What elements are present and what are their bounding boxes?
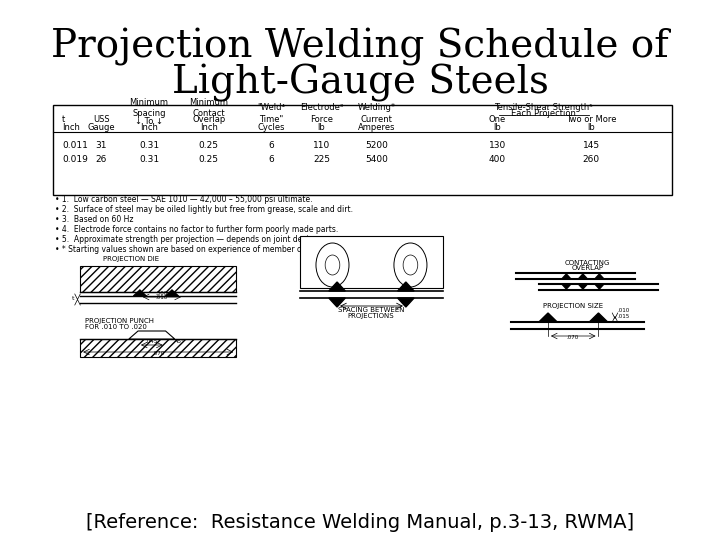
Text: • 1.  Low carbon steel — SAE 1010 — 42,000 – 55,000 psi ultimate.: • 1. Low carbon steel — SAE 1010 — 42,00… [55, 195, 313, 205]
Polygon shape [562, 284, 571, 289]
Polygon shape [539, 313, 557, 322]
Text: Gauge: Gauge [88, 123, 115, 132]
Ellipse shape [394, 243, 427, 287]
Text: 0.31: 0.31 [139, 140, 159, 150]
Text: 26: 26 [96, 154, 107, 164]
Text: SPACING BETWEEN: SPACING BETWEEN [338, 307, 404, 313]
Text: 5200: 5200 [365, 140, 388, 150]
Text: Amperes: Amperes [358, 123, 395, 132]
Text: Time": Time" [259, 114, 283, 124]
Bar [300, 236, 443, 288]
Bar [53, 105, 672, 195]
Text: Overlap: Overlap [192, 114, 225, 124]
Ellipse shape [316, 243, 349, 287]
Text: .300: .300 [156, 291, 168, 296]
Text: 6: 6 [268, 154, 274, 164]
Text: Two or More: Two or More [566, 114, 616, 124]
Text: .045: .045 [145, 339, 158, 344]
Polygon shape [133, 290, 146, 296]
Text: 0.25: 0.25 [199, 154, 219, 164]
Text: • 4.  Electrode force contains no factor to further form poorly made parts.: • 4. Electrode force contains no factor … [55, 226, 338, 234]
Text: .010: .010 [156, 295, 168, 300]
Text: 110: 110 [313, 140, 330, 150]
Text: PROJECTION PUNCH: PROJECTION PUNCH [85, 318, 154, 324]
Text: t: t [62, 114, 66, 124]
Text: 45°: 45° [175, 339, 184, 344]
Text: PROJECTION DIE: PROJECTION DIE [103, 256, 159, 262]
Text: USS: USS [93, 114, 109, 124]
Bar [80, 339, 236, 357]
Text: 260: 260 [582, 154, 600, 164]
Text: Minimum
Contact: Minimum Contact [189, 98, 228, 118]
Text: 0.25: 0.25 [199, 140, 219, 150]
Text: Projection Welding Schedule of: Projection Welding Schedule of [51, 28, 669, 66]
Text: 400: 400 [489, 154, 506, 164]
Text: Electrode³: Electrode³ [300, 104, 343, 112]
Text: ↓ To ↓: ↓ To ↓ [135, 117, 163, 125]
Text: .070: .070 [152, 351, 164, 356]
Text: lb: lb [588, 123, 595, 132]
Text: 6: 6 [268, 140, 274, 150]
Text: t: t [71, 296, 74, 301]
Polygon shape [578, 284, 588, 289]
Text: Inch: Inch [199, 123, 217, 132]
Text: Current: Current [361, 114, 392, 124]
Text: Minimum
Spacing: Minimum Spacing [130, 98, 168, 118]
Polygon shape [578, 274, 588, 279]
Text: Welding*: Welding* [357, 104, 395, 112]
Text: lb: lb [494, 123, 501, 132]
Text: Force: Force [310, 114, 333, 124]
Text: • 3.  Based on 60 Hz: • 3. Based on 60 Hz [55, 215, 134, 225]
Text: .070: .070 [567, 335, 579, 340]
Polygon shape [329, 282, 346, 291]
Text: 0.019: 0.019 [62, 154, 88, 164]
Text: One: One [489, 114, 506, 124]
Text: 31: 31 [96, 140, 107, 150]
Text: 130: 130 [489, 140, 506, 150]
Polygon shape [589, 313, 608, 322]
Text: Light-Gauge Steels: Light-Gauge Steels [171, 64, 549, 102]
Polygon shape [595, 274, 604, 279]
Polygon shape [166, 290, 179, 296]
Text: Tensile-Shear Strength⁵: Tensile-Shear Strength⁵ [494, 103, 593, 111]
Text: "Weld⁴: "Weld⁴ [257, 104, 285, 112]
Text: 5400: 5400 [365, 154, 388, 164]
Text: • 5.  Approximate strength per projection — depends on joint design.: • 5. Approximate strength per projection… [55, 235, 321, 245]
Text: [Reference:  Resistance Welding Manual, p.3-13, RWMA]: [Reference: Resistance Welding Manual, p… [86, 512, 634, 531]
Text: • 2.  Surface of steel may be oiled lightly but free from grease, scale and dirt: • 2. Surface of steel may be oiled light… [55, 206, 354, 214]
Text: Each Projection: Each Projection [511, 109, 576, 118]
Text: CONTACTING: CONTACTING [564, 260, 610, 266]
Text: lb: lb [318, 123, 325, 132]
Text: Cycles: Cycles [257, 123, 285, 132]
Text: Inch: Inch [62, 123, 80, 132]
Text: 145: 145 [582, 140, 600, 150]
Ellipse shape [325, 255, 340, 275]
Polygon shape [129, 331, 175, 339]
Text: 0.011: 0.011 [62, 140, 88, 150]
Text: PROJECTION SIZE: PROJECTION SIZE [543, 303, 603, 309]
Polygon shape [595, 284, 604, 289]
Ellipse shape [403, 255, 418, 275]
Polygon shape [562, 274, 571, 279]
Text: PROJECTIONS: PROJECTIONS [348, 313, 395, 319]
Text: FOR .010 TO .020: FOR .010 TO .020 [85, 324, 147, 330]
Polygon shape [397, 298, 414, 307]
Text: 225: 225 [313, 154, 330, 164]
Polygon shape [397, 282, 414, 291]
Text: .010
.015: .010 .015 [618, 308, 630, 319]
Polygon shape [329, 298, 346, 307]
Text: 0.31: 0.31 [139, 154, 159, 164]
Text: OVERLAP: OVERLAP [572, 265, 603, 271]
Bar [80, 266, 236, 292]
Text: • * Starting values shown are based on experience of member companies.: • * Starting values shown are based on e… [55, 246, 341, 254]
Text: Inch: Inch [140, 123, 158, 132]
